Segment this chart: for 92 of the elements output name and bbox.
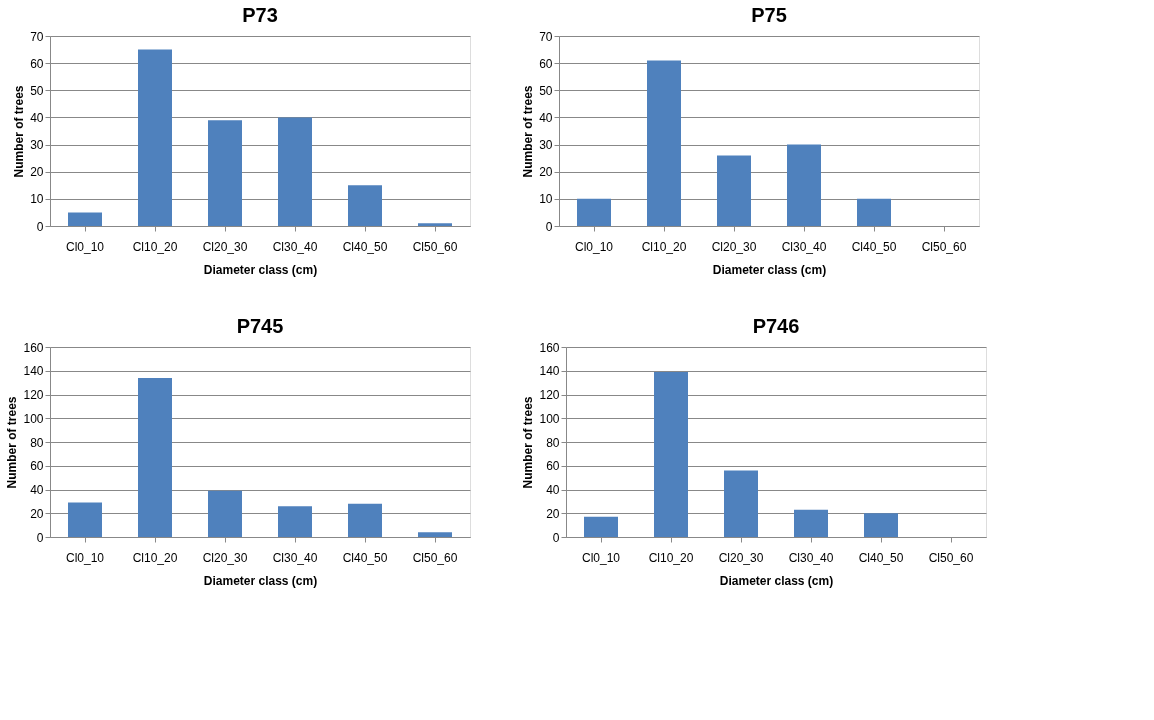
y-tick-label: 140 bbox=[23, 364, 44, 379]
bar bbox=[138, 49, 172, 226]
bar bbox=[584, 516, 618, 537]
bar bbox=[278, 117, 312, 226]
bar bbox=[418, 532, 452, 537]
x-tick-label: Cl40_50 bbox=[858, 550, 904, 565]
y-tick-label: 40 bbox=[30, 110, 44, 125]
bar bbox=[138, 377, 172, 537]
x-tick-label: Cl20_30 bbox=[718, 550, 764, 565]
y-tick-label: 100 bbox=[539, 411, 560, 426]
y-tick-label: 160 bbox=[539, 340, 560, 355]
x-tick-label: Cl0_10 bbox=[65, 550, 105, 565]
x-tick-label: Cl0_10 bbox=[581, 550, 621, 565]
bar bbox=[787, 144, 821, 226]
x-tick-label: Cl20_30 bbox=[711, 239, 757, 254]
y-tick-label: 60 bbox=[30, 459, 44, 474]
x-tick-label: Cl20_30 bbox=[202, 550, 248, 565]
x-tick-label: Cl30_40 bbox=[788, 550, 834, 565]
x-tick-label: Cl10_20 bbox=[132, 239, 178, 254]
chart-title: P73 bbox=[242, 4, 278, 26]
y-tick-label: 70 bbox=[30, 29, 44, 44]
y-tick-label: 30 bbox=[30, 138, 44, 153]
x-tick-label: Cl10_20 bbox=[648, 550, 694, 565]
y-tick-label: 40 bbox=[546, 483, 560, 497]
y-tick-label: 20 bbox=[539, 165, 553, 180]
bar bbox=[724, 470, 758, 537]
x-tick-label: Cl40_50 bbox=[342, 550, 388, 565]
x-axis-title: Diameter class (cm) bbox=[203, 262, 318, 277]
bar bbox=[68, 212, 102, 226]
y-tick-label: 60 bbox=[539, 56, 553, 71]
bar bbox=[348, 503, 382, 537]
y-tick-label: 80 bbox=[30, 435, 44, 450]
y-tick-label: 60 bbox=[30, 56, 44, 71]
x-tick-label: Cl10_20 bbox=[132, 550, 178, 565]
x-tick-label: Cl30_40 bbox=[272, 550, 318, 565]
y-axis-title: Number of trees bbox=[521, 396, 536, 489]
x-axis-title: Diameter class (cm) bbox=[719, 573, 834, 588]
y-tick-label: 40 bbox=[30, 483, 44, 497]
y-axis-title: Number of trees bbox=[5, 396, 20, 489]
x-tick-label: Cl30_40 bbox=[781, 239, 827, 254]
bar bbox=[647, 60, 681, 226]
bar bbox=[68, 502, 102, 537]
x-tick-label: Cl50_60 bbox=[928, 550, 974, 565]
bar bbox=[348, 185, 382, 226]
bar bbox=[864, 513, 898, 537]
chart-title: P745 bbox=[236, 315, 284, 337]
bar bbox=[208, 120, 242, 226]
bar bbox=[208, 490, 242, 537]
y-axis-title: Number of trees bbox=[521, 85, 536, 178]
y-tick-label: 30 bbox=[539, 138, 553, 153]
y-tick-label: 100 bbox=[23, 411, 44, 426]
y-tick-label: 0 bbox=[545, 219, 553, 234]
x-tick-label: Cl50_60 bbox=[412, 550, 458, 565]
bar bbox=[418, 223, 452, 226]
x-tick-label: Cl10_20 bbox=[641, 239, 687, 254]
y-tick-label: 0 bbox=[36, 530, 44, 545]
y-tick-label: 20 bbox=[546, 506, 560, 521]
y-tick-label: 120 bbox=[539, 388, 560, 402]
chart-title: P75 bbox=[751, 4, 787, 26]
y-tick-label: 10 bbox=[30, 192, 44, 207]
y-tick-label: 80 bbox=[546, 435, 560, 450]
x-axis-title: Diameter class (cm) bbox=[203, 573, 318, 588]
y-tick-label: 0 bbox=[36, 219, 44, 234]
y-tick-label: 60 bbox=[546, 459, 560, 474]
y-tick-label: 0 bbox=[552, 530, 560, 545]
y-tick-label: 140 bbox=[539, 364, 560, 379]
x-tick-label: Cl0_10 bbox=[65, 239, 105, 254]
bar bbox=[717, 155, 751, 226]
y-tick-label: 160 bbox=[23, 340, 44, 355]
chart-title: P746 bbox=[752, 315, 800, 337]
y-tick-label: 50 bbox=[30, 83, 44, 98]
y-tick-label: 50 bbox=[539, 83, 553, 98]
x-tick-label: Cl50_60 bbox=[412, 239, 458, 254]
bar bbox=[278, 506, 312, 537]
bar bbox=[577, 198, 611, 226]
y-tick-label: 40 bbox=[539, 110, 553, 125]
y-tick-label: 20 bbox=[30, 165, 44, 180]
y-tick-label: 70 bbox=[539, 29, 553, 44]
y-axis-title: Number of trees bbox=[12, 85, 27, 178]
x-tick-label: Cl0_10 bbox=[574, 239, 614, 254]
bar bbox=[794, 509, 828, 537]
x-tick-label: Cl20_30 bbox=[202, 239, 248, 254]
x-tick-label: Cl40_50 bbox=[342, 239, 388, 254]
y-tick-label: 20 bbox=[30, 506, 44, 521]
bar bbox=[857, 198, 891, 226]
x-tick-label: Cl50_60 bbox=[921, 239, 967, 254]
x-axis-title: Diameter class (cm) bbox=[712, 262, 827, 277]
x-tick-label: Cl30_40 bbox=[272, 239, 318, 254]
y-tick-label: 10 bbox=[539, 192, 553, 207]
y-tick-label: 120 bbox=[23, 388, 44, 402]
x-tick-label: Cl40_50 bbox=[851, 239, 897, 254]
bar bbox=[654, 371, 688, 537]
